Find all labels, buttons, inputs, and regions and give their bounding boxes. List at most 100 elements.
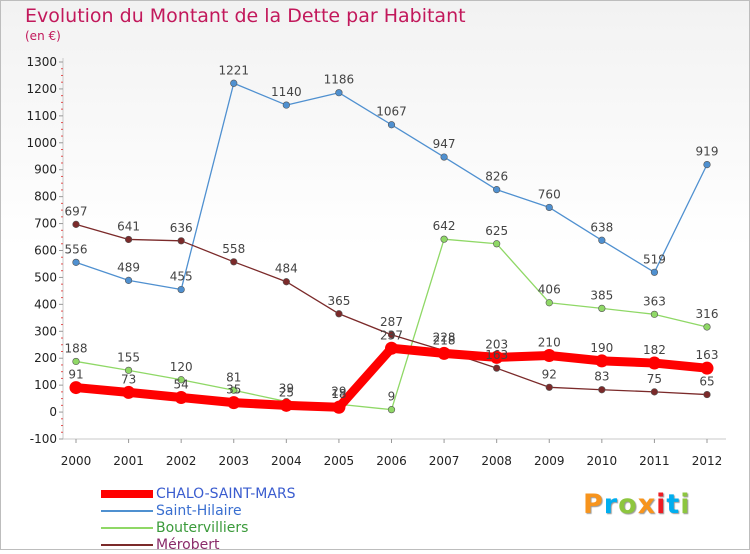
data-label: 35 (226, 383, 241, 397)
data-point (493, 240, 501, 248)
data-label: 642 (433, 219, 456, 233)
data-point (122, 385, 136, 399)
data-point (72, 357, 80, 366)
legend-swatch (101, 510, 153, 512)
data-label: 29 (331, 384, 346, 398)
x-tick-label: 2005 (324, 454, 355, 468)
legend-label: Boutervilliers (156, 520, 249, 536)
y-tick-label: 600 (34, 244, 57, 258)
data-point (703, 160, 711, 169)
data-point (493, 186, 501, 194)
legend-label: Mérobert (156, 537, 220, 553)
data-point (69, 381, 83, 395)
data-point (230, 79, 238, 87)
data-label: 9 (388, 390, 396, 404)
data-point (227, 396, 241, 410)
chart-title: Evolution du Montant de la Dette par Hab… (25, 5, 466, 27)
data-point (282, 278, 290, 286)
data-point (230, 258, 238, 266)
data-point (177, 237, 185, 245)
data-point (385, 341, 398, 355)
y-tick-label: 1200 (26, 82, 57, 96)
logo-letter: i (680, 489, 691, 520)
data-label: 455 (170, 270, 193, 284)
y-tick-label: 0 (49, 405, 57, 419)
data-label: 120 (170, 360, 193, 374)
data-point (700, 361, 714, 375)
x-tick-label: 2006 (376, 454, 407, 468)
legend-label: CHALO-SAINT-MARS (156, 486, 296, 502)
data-point (72, 220, 80, 228)
data-point (282, 101, 290, 109)
chart-unit: (en €) (25, 29, 61, 43)
data-point (598, 304, 606, 312)
logo-letter: r (603, 489, 619, 520)
data-label: 18 (331, 387, 346, 401)
data-point (542, 349, 556, 363)
data-point (650, 268, 659, 276)
data-label: 406 (538, 283, 561, 297)
data-label: 39 (279, 382, 294, 396)
x-tick-label: 2003 (218, 454, 249, 468)
data-point (490, 350, 504, 364)
data-point (595, 354, 609, 368)
data-label: 1186 (324, 73, 355, 87)
data-label: 163 (485, 348, 508, 362)
data-label: 363 (643, 294, 666, 308)
data-label: 203 (485, 337, 508, 351)
data-point (177, 376, 185, 384)
data-point (387, 406, 396, 414)
data-point (437, 346, 451, 360)
logo-letter: x (637, 489, 657, 520)
y-tick-label: 400 (34, 297, 57, 311)
x-tick-label: 2010 (587, 454, 618, 468)
legend-swatch (101, 544, 153, 546)
data-label: 947 (433, 137, 456, 151)
data-point (598, 236, 606, 244)
data-point (703, 390, 711, 399)
x-tick-label: 2001 (113, 454, 144, 468)
data-label: 75 (647, 372, 662, 386)
data-label: 489 (117, 260, 140, 274)
logo-letter: o (618, 489, 638, 520)
data-label: 484 (275, 262, 298, 276)
data-label: 83 (594, 370, 609, 384)
data-label: 91 (68, 368, 83, 382)
data-label: 760 (538, 187, 561, 201)
data-point (493, 364, 501, 372)
x-tick-label: 2000 (61, 454, 92, 468)
data-label: 81 (226, 370, 241, 384)
y-tick-label: 700 (34, 217, 57, 231)
legend-label: Saint-Hilaire (156, 503, 242, 519)
logo-letter: t (666, 489, 681, 520)
data-label: 73 (121, 372, 136, 386)
data-label: 1140 (271, 85, 302, 99)
data-label: 556 (65, 242, 88, 256)
data-label: 188 (65, 341, 88, 355)
data-point (703, 323, 711, 331)
y-tick-label: 500 (34, 270, 57, 284)
data-label: 237 (380, 328, 403, 342)
data-label: 826 (485, 170, 508, 184)
data-point (440, 235, 448, 243)
data-point (387, 331, 396, 339)
data-point (440, 153, 448, 161)
data-label: 92 (542, 367, 557, 381)
data-label: 385 (590, 288, 613, 302)
proxiti-logo: Proxiti (583, 489, 691, 520)
data-label: 558 (222, 242, 245, 256)
data-point (647, 356, 661, 370)
data-label: 287 (380, 315, 403, 329)
y-tick-label: 1000 (26, 136, 57, 150)
data-label: 25 (279, 385, 294, 399)
data-label: 155 (117, 350, 140, 364)
data-label: 365 (327, 294, 350, 308)
data-label: 697 (65, 204, 88, 218)
data-label: 1221 (218, 63, 249, 77)
data-label: 182 (643, 343, 666, 357)
data-point (335, 89, 343, 97)
data-point (124, 235, 133, 244)
data-point (598, 386, 606, 394)
